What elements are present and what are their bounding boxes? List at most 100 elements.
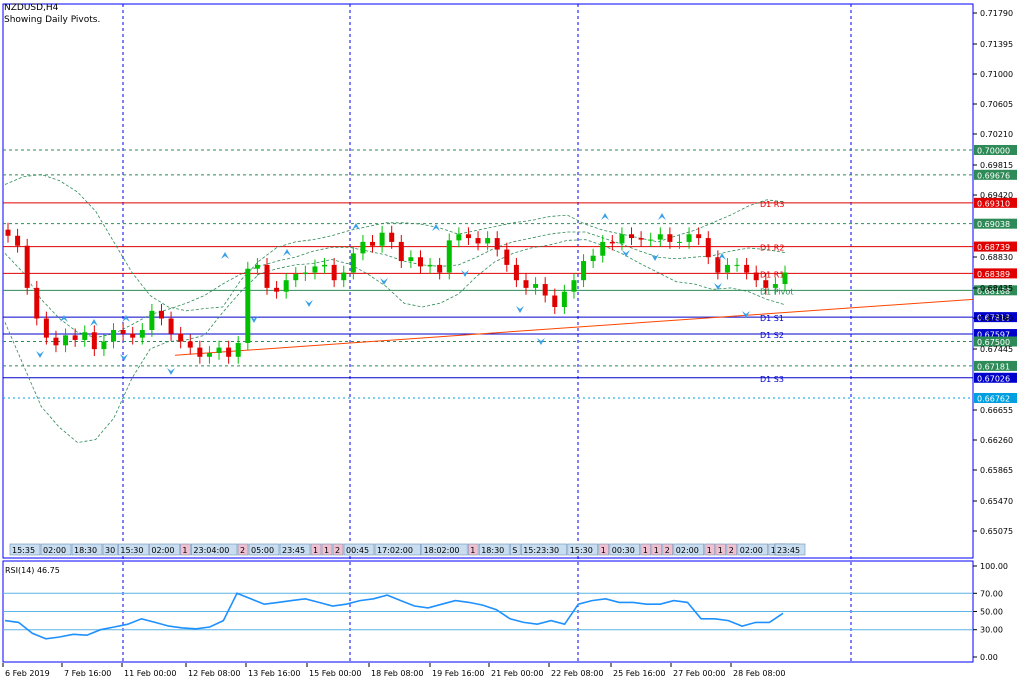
candle-body: [379, 232, 385, 246]
y-tick-label: 0.68830: [980, 253, 1013, 262]
event-marker-label: 1: [601, 546, 606, 555]
level-name: D1 R1: [760, 270, 784, 279]
event-marker-label: 23:45: [282, 546, 305, 555]
level-name: D1 R2: [760, 244, 784, 253]
y-tick-label: 0.66655: [980, 406, 1013, 415]
x-tick-label: 22 Feb 08:00: [551, 669, 603, 678]
event-marker-label: 1: [654, 546, 659, 555]
fractal-arrow-icon: [305, 300, 313, 307]
event-marker-label: 15:30: [120, 546, 143, 555]
level-price-tag: [974, 268, 1017, 279]
y-tick-label: 0.71395: [980, 40, 1013, 49]
candle-body: [178, 333, 184, 342]
y-tick-label: 0.65865: [980, 466, 1013, 475]
level-name: D1 S1: [760, 314, 784, 323]
candle-body: [331, 264, 337, 281]
event-marker: [609, 543, 641, 556]
event-marker-label: 23:45: [777, 546, 800, 555]
x-tick-label: 11 Feb 00:00: [124, 669, 176, 678]
candle-body: [504, 249, 510, 265]
candle-body: [149, 310, 155, 330]
level-price-text: 0.67818: [977, 314, 1010, 323]
event-marker-label: 1: [707, 546, 712, 555]
event-marker-label: 2: [240, 546, 245, 555]
fractal-arrow-icon: [250, 316, 258, 323]
y-tick-label: 0.65075: [980, 527, 1013, 536]
event-marker: [567, 543, 599, 556]
candle-body: [686, 234, 692, 242]
candle-body: [43, 318, 49, 338]
fractal-arrow-icon: [90, 319, 98, 326]
fractal-arrow-icon: [120, 354, 128, 361]
candle-body: [657, 234, 663, 240]
event-marker: [118, 543, 149, 556]
candle-body: [24, 245, 30, 288]
fractal-arrow-icon: [742, 311, 750, 318]
fractal-arrow-icon: [461, 270, 469, 277]
event-marker: [343, 543, 375, 556]
candle-body: [63, 335, 69, 346]
fractal-arrow-icon: [714, 283, 722, 290]
candle-body: [676, 241, 682, 243]
candle-body: [494, 238, 500, 250]
event-marker: [737, 543, 769, 556]
candle-body: [609, 241, 615, 244]
candle-body: [389, 232, 395, 242]
candle-body: [206, 352, 212, 357]
event-marker: [321, 543, 333, 556]
candle-body: [782, 272, 788, 285]
y-tick-label: 0.66260: [980, 436, 1013, 445]
level-price-text: 0.68389: [977, 270, 1010, 279]
event-marker-label: 17:02:00: [377, 546, 413, 555]
rsi-line: [4, 592, 784, 640]
x-tick-label: 27 Feb 00:00: [673, 669, 725, 678]
level-name: D1 R3: [760, 200, 784, 209]
event-marker: [248, 543, 280, 556]
event-marker-label: 1: [718, 546, 723, 555]
level-price-text: 0.68168: [977, 287, 1010, 296]
x-tick-label: 7 Feb 16:00: [64, 669, 111, 678]
candle-body: [638, 238, 644, 240]
level-price-text: 0.70000: [977, 147, 1010, 156]
level-name: D1 Pivot: [760, 287, 793, 296]
candle-body: [437, 264, 443, 273]
event-marker: [279, 543, 311, 556]
candle-body: [226, 347, 232, 357]
candle-body: [619, 234, 625, 244]
candle-body: [72, 335, 78, 340]
event-marker: [237, 543, 249, 556]
event-marker-label: 23:04:00: [193, 546, 229, 555]
fractal-arrow-icon: [60, 315, 68, 322]
event-marker-label: 1: [324, 546, 329, 555]
pivot-subtitle: Showing Daily Pivots.: [4, 15, 101, 25]
event-marker: [421, 543, 468, 556]
candle-body: [15, 235, 21, 246]
candle-body: [130, 333, 136, 338]
candle-body: [456, 234, 462, 241]
event-marker: [332, 543, 344, 556]
fractal-arrow-icon: [601, 213, 609, 220]
level-price-tag: [974, 393, 1017, 403]
candle-body: [235, 343, 241, 357]
fractal-arrow-icon: [380, 278, 388, 285]
event-marker: [509, 543, 521, 556]
event-marker: [180, 543, 191, 556]
event-marker-label: 2: [335, 546, 340, 555]
level-price-text: 0.67597: [977, 331, 1010, 340]
fractal-arrow-icon: [651, 254, 659, 261]
y-tick-label: 0.69420: [980, 191, 1013, 200]
candle-body: [705, 238, 711, 258]
y-tick-label: 0.71000: [980, 70, 1013, 79]
candle-body: [370, 241, 376, 246]
fractal-arrow-icon: [432, 224, 440, 231]
y-tick-label: 0.65470: [980, 497, 1013, 506]
event-marker: [191, 543, 238, 556]
rsi-y-tick-label: 0.00: [980, 653, 998, 662]
rsi-y-tick-label: 30.00: [980, 626, 1003, 635]
event-marker: [520, 543, 568, 556]
event-marker: [467, 543, 479, 556]
y-tick-label: 0.69815: [980, 161, 1013, 170]
candle-body: [293, 274, 299, 281]
level-price-tag: [974, 218, 1017, 229]
